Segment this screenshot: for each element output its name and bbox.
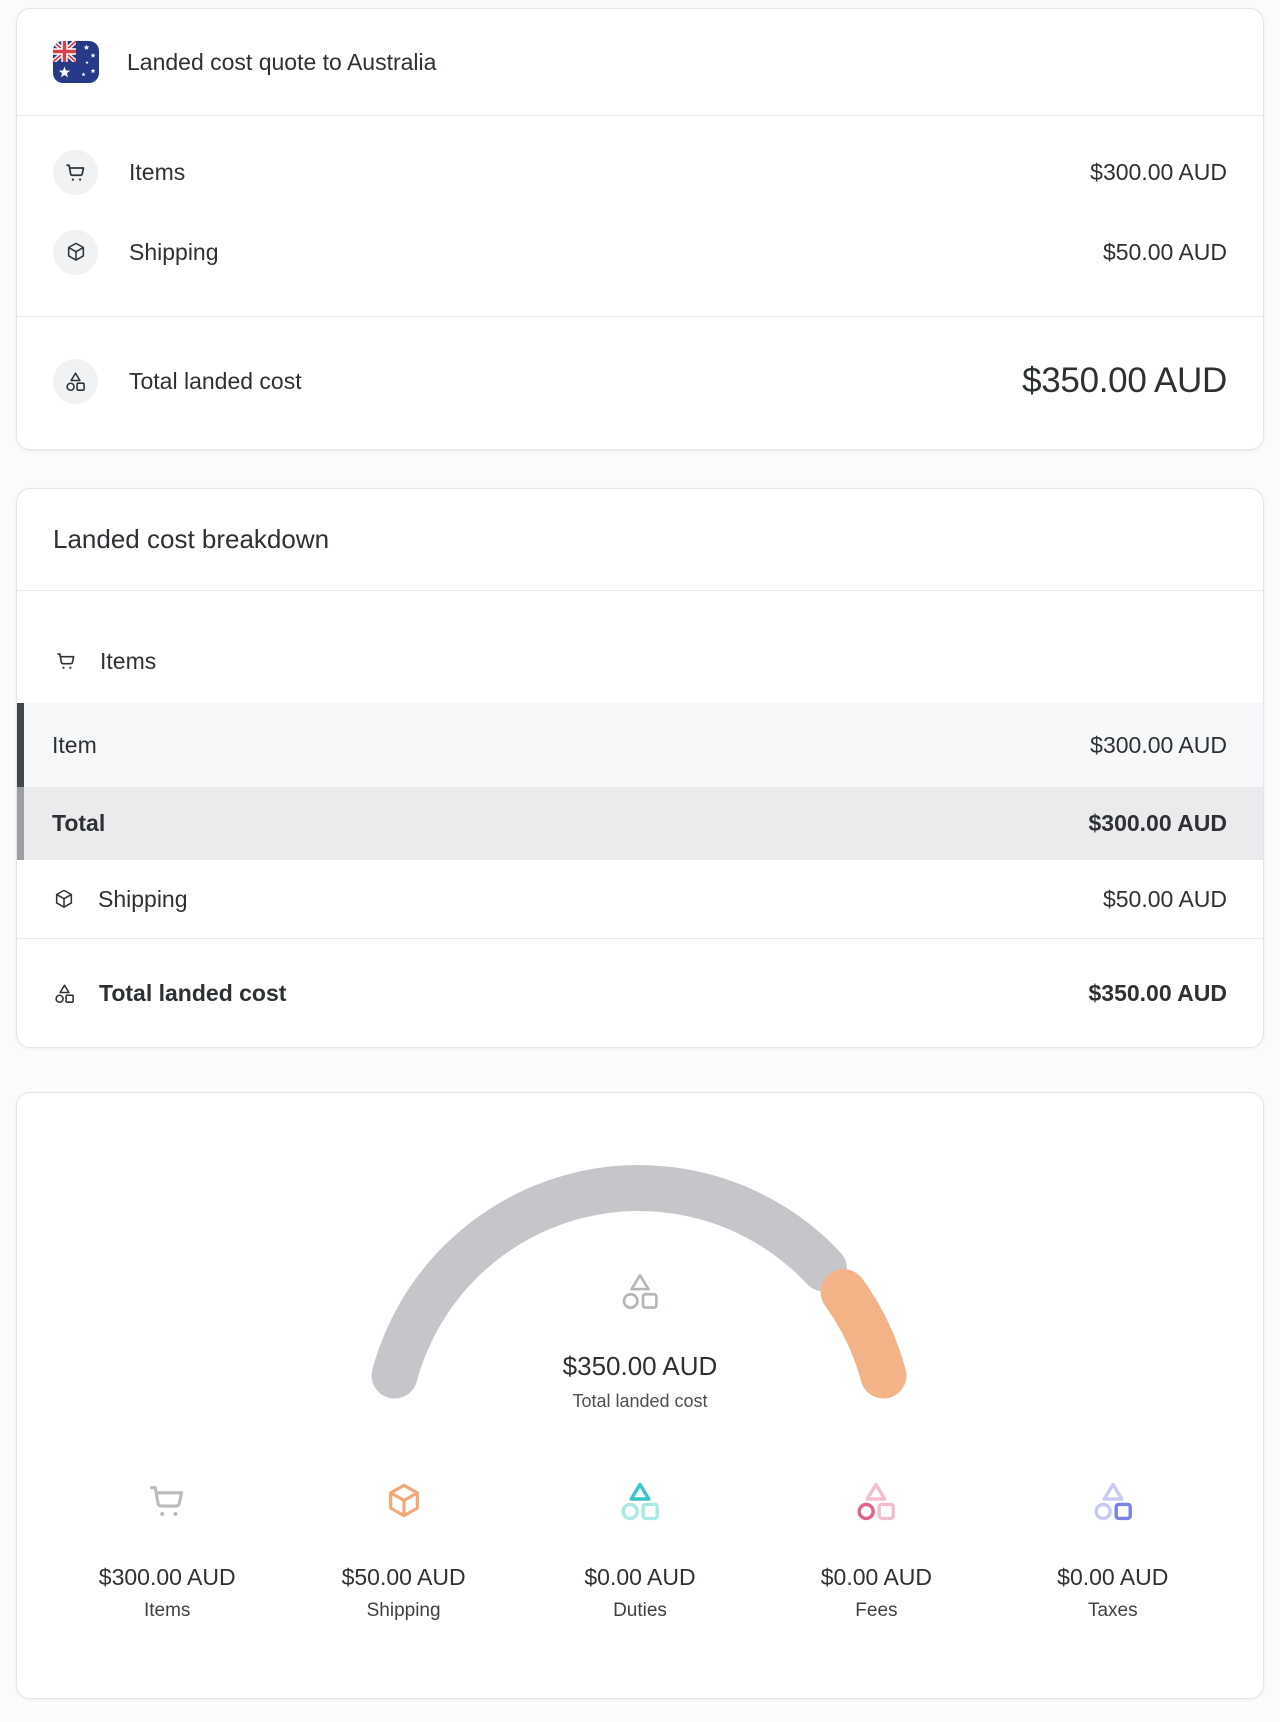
landed-cost-gauge (371, 1165, 907, 1399)
quote-total-label: Total landed cost (129, 367, 302, 394)
landed-cost-breakdown-card: Landed cost breakdown Items Item $300.00… (16, 488, 1264, 1048)
stat-taxes-value: $0.00 AUD (1057, 1564, 1169, 1590)
gauge-items-arc (371, 1165, 847, 1399)
breakdown-tlc-value: $350.00 AUD (1088, 980, 1227, 1006)
stat-shipping-label: Shipping (366, 1600, 441, 1621)
breakdown-tlc-label: Total landed cost (99, 980, 287, 1006)
stat-items: $300.00 AUD Items (49, 1479, 285, 1622)
stat-items-label: Items (143, 1600, 191, 1621)
stat-shipping: $50.00 AUD Shipping (285, 1479, 521, 1622)
shapes-circle-icon (853, 1479, 899, 1523)
gauge-center: $350.00 AUD Total landed cost (17, 1271, 1263, 1412)
quote-total-value: $350.00 AUD (1022, 361, 1227, 400)
stat-taxes: $0.00 AUD Taxes (995, 1479, 1231, 1622)
breakdown-total-row[interactable]: Total $300.00 AUD (17, 787, 1263, 860)
package-icon (53, 229, 98, 275)
breakdown-total-label: Total (52, 810, 106, 836)
breakdown-item-label: Item (52, 731, 97, 758)
cart-icon (146, 1479, 188, 1523)
breakdown-item-row[interactable]: Item $300.00 AUD (17, 703, 1263, 787)
cart-icon (57, 653, 75, 669)
stat-duties: $0.00 AUD Duties (522, 1479, 758, 1622)
breakdown-title: Landed cost breakdown (17, 489, 1263, 591)
breakdown-total-landed-cost-row: Total landed cost $350.00 AUD (17, 939, 1263, 1047)
landed-cost-quote-card: Landed cost quote to Australia Items $30… (16, 8, 1264, 450)
stat-duties-value: $0.00 AUD (584, 1564, 696, 1590)
gauge-shipping-arc (820, 1269, 907, 1399)
quote-card-title: Landed cost quote to Australia (127, 48, 437, 75)
quote-shipping-row: Shipping $50.00 AUD (53, 212, 1227, 292)
stat-fees-label: Fees (855, 1600, 898, 1621)
breakdown-shipping-row: Shipping $50.00 AUD (17, 860, 1263, 939)
quote-card-header: Landed cost quote to Australia (17, 9, 1263, 116)
gauge-total-label: Total landed cost (572, 1391, 708, 1411)
breakdown-item-value: $300.00 AUD (1090, 731, 1227, 758)
breakdown-shipping-value: $50.00 AUD (1102, 885, 1227, 912)
shapes-triangle-icon (617, 1479, 663, 1523)
landed-cost-chart-card: $350.00 AUD Total landed cost $300.00 AU… (16, 1092, 1264, 1699)
stat-taxes-label: Taxes (1087, 1600, 1138, 1621)
quote-total-row: Total landed cost $350.00 AUD (17, 316, 1263, 445)
stat-shipping-value: $50.00 AUD (341, 1564, 466, 1590)
stat-fees: $0.00 AUD Fees (758, 1479, 994, 1622)
quote-items-row: Items $300.00 AUD (53, 132, 1227, 212)
shapes-logo-icon (55, 984, 74, 1004)
quote-items-label: Items (129, 158, 186, 185)
gauge-total-value: $350.00 AUD (562, 1351, 718, 1381)
stat-duties-label: Duties (613, 1600, 667, 1621)
stat-items-value: $300.00 AUD (98, 1564, 236, 1590)
breakdown-items-group-header: Items (17, 591, 1263, 703)
cart-icon (53, 149, 98, 195)
breakdown-items-group-label: Items (100, 647, 157, 674)
gauge-stats: $300.00 AUD Items $50.00 AUD Shipping (49, 1479, 1231, 1622)
breakdown-shipping-label: Shipping (98, 885, 188, 912)
quote-rows: Items $300.00 AUD Shipping $50.00 AUD (17, 116, 1263, 316)
breakdown-total-value: $300.00 AUD (1088, 810, 1227, 836)
shapes-square-icon (1090, 1479, 1136, 1523)
quote-items-value: $300.00 AUD (1090, 158, 1227, 185)
australia-flag-icon (53, 41, 99, 83)
package-icon (384, 1479, 424, 1523)
shapes-logo-icon (53, 358, 98, 404)
package-icon (55, 889, 73, 908)
stat-fees-value: $0.00 AUD (820, 1564, 933, 1590)
shapes-logo-icon (622, 1273, 658, 1309)
quote-shipping-value: $50.00 AUD (1102, 238, 1227, 265)
quote-shipping-label: Shipping (129, 238, 219, 265)
